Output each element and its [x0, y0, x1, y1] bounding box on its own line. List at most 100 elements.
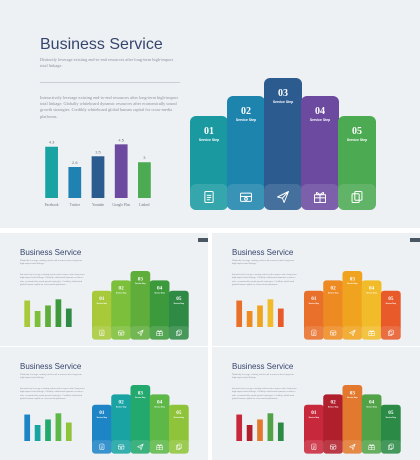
step-card-02 [227, 96, 265, 210]
step-card-04 [361, 394, 382, 454]
gift-icon [314, 192, 326, 203]
thumbnail-slide-1[interactable]: Business Service Distinctly leverage exi… [0, 233, 208, 346]
bar [24, 414, 31, 441]
step-label: Service Step [199, 138, 219, 142]
step-number: 02 [331, 400, 337, 406]
step-card-03 [264, 78, 302, 210]
thumbnail-slide-3[interactable]: Business Service Distinctly leverage exi… [0, 347, 208, 460]
data-label: 2.6 [72, 160, 78, 165]
bar [45, 305, 51, 327]
box-icon [330, 330, 337, 336]
step-label: Service Step [116, 405, 127, 408]
step-number: 03 [138, 390, 144, 396]
copy-icon [351, 191, 363, 203]
thumbnail-body: Interactively leverage existing end-to-e… [20, 273, 85, 287]
step-footer [304, 440, 324, 454]
bar [55, 299, 62, 327]
data-label: 3.5 [95, 149, 101, 154]
step-card-02 [323, 280, 343, 340]
bar [267, 299, 274, 327]
tick-label: Youtube [92, 203, 104, 207]
step-number: 05 [352, 126, 362, 137]
step-card-01 [92, 290, 112, 340]
thumbnail-intro: Distinctly leverage existing end-to-end … [20, 373, 82, 380]
step-label: Service Step [386, 416, 397, 419]
bar [257, 305, 263, 327]
copy-icon [388, 329, 394, 336]
step-footer [190, 184, 228, 210]
paper-plane-icon [349, 443, 356, 450]
bar [34, 425, 41, 441]
tick-label: Linked [139, 203, 149, 207]
step-label: Service Step [309, 416, 320, 419]
step-label: Service Step [310, 118, 330, 122]
document-icon [204, 191, 214, 203]
step-number: 02 [241, 106, 251, 117]
bar-chart: 4.3 Facebook 2.6 Twitter 3.5 Youtube 4.5 Google… [45, 137, 151, 207]
step-number: 01 [99, 296, 105, 302]
thumbnail-body: Interactively leverage existing end-to-e… [232, 273, 297, 287]
data-label: 3 [143, 155, 146, 160]
bar [68, 167, 82, 198]
step-card-01 [304, 290, 324, 340]
bar [114, 144, 128, 198]
step-card-03 [342, 385, 363, 454]
step-footer [380, 440, 401, 454]
bar [65, 308, 72, 327]
step-label: Service Step [97, 416, 108, 419]
bar [91, 156, 105, 198]
step-label: Service Step [347, 138, 367, 142]
document-icon [99, 443, 105, 450]
step-card-03 [342, 271, 363, 340]
step-number: 03 [350, 390, 356, 396]
thumbnail-intro: Distinctly leverage existing end-to-end … [20, 259, 82, 266]
bar [55, 413, 62, 441]
step-label: Service Step [386, 302, 397, 305]
step-card-02 [323, 394, 343, 454]
step-label: Service Step [154, 291, 165, 294]
step-number: 04 [157, 286, 163, 292]
step-label: Service Step [116, 291, 127, 294]
step-label: Service Step [309, 302, 320, 305]
step-footer [168, 440, 189, 454]
tick-label: Google Plus [112, 203, 130, 207]
main-slide[interactable]: Business Service Distinctly leverage exi… [0, 0, 420, 228]
step-card-04 [149, 394, 170, 454]
data-label: 4.5 [118, 137, 124, 142]
step-card-04 [301, 96, 339, 210]
step-card-05 [380, 404, 401, 454]
step-label: Service Step [135, 396, 146, 399]
thumbnail-body: Interactively leverage existing end-to-e… [20, 387, 85, 401]
copy-icon [388, 443, 394, 450]
step-number: 02 [119, 400, 125, 406]
step-number: 01 [99, 410, 105, 416]
bar [246, 425, 253, 441]
step-label: Service Step [135, 282, 146, 285]
step-label: Service Step [328, 291, 339, 294]
step-footer [111, 440, 131, 454]
thumbnail-title: Business Service [232, 248, 294, 257]
gift-icon [368, 444, 375, 450]
step-card-05 [380, 290, 401, 340]
step-number: 02 [119, 286, 125, 292]
thumbnail-slide-2[interactable]: Business Service Distinctly leverage exi… [212, 233, 420, 346]
step-number: 04 [315, 106, 325, 117]
step-label: Service Step [97, 302, 108, 305]
step-label: Service Step [347, 282, 358, 285]
step-footer [338, 184, 376, 210]
step-label: Service Step [366, 291, 377, 294]
thumbnail-slide-4[interactable]: Business Service Distinctly leverage exi… [212, 347, 420, 460]
step-card-05 [168, 290, 189, 340]
bar [34, 311, 41, 327]
step-label: Service Step [174, 302, 185, 305]
step-footer [111, 326, 131, 340]
step-footer [304, 326, 324, 340]
step-label: Service Step [347, 396, 358, 399]
step-number: 04 [157, 400, 163, 406]
thumbnail-marker [198, 238, 208, 242]
paper-plane-icon [349, 329, 356, 336]
